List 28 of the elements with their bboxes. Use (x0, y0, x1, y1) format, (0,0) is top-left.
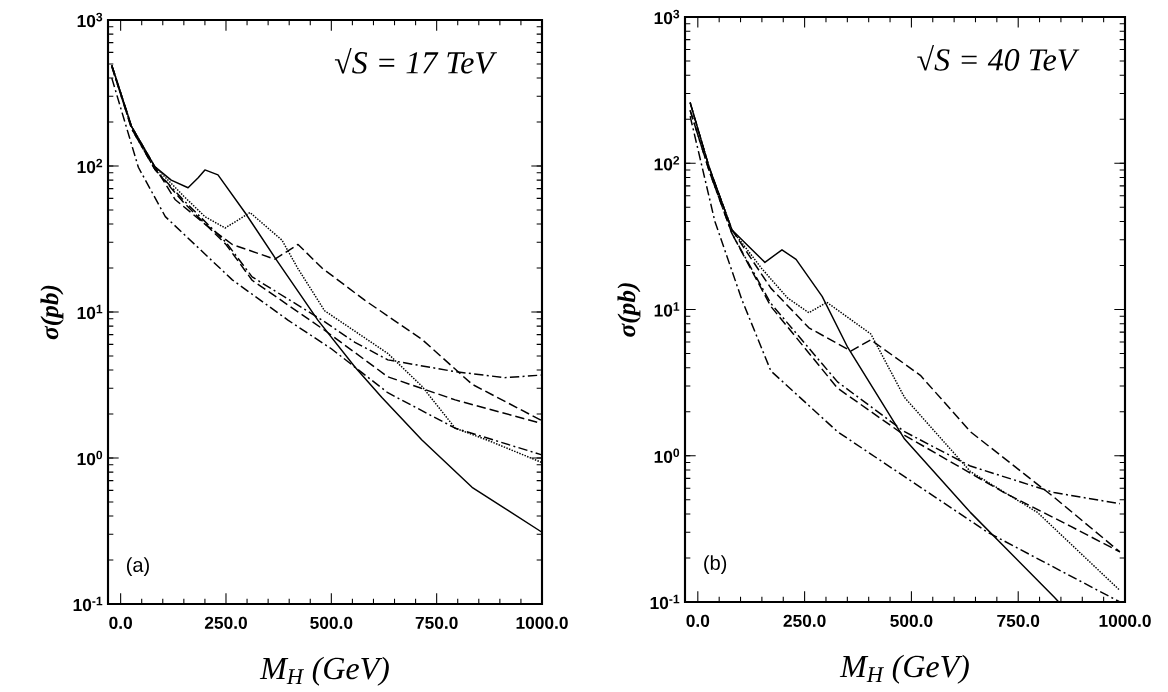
y-tick-label: 10$^{0}$ (654, 448, 680, 463)
y-tick-label: 10$^{2}$ (77, 158, 103, 174)
annotation: (b) (704, 555, 727, 574)
y-axis-title: σ(pb) (40, 285, 64, 340)
y-tick-label: 10$^{0}$ (77, 450, 103, 466)
y-tick-label: 10$^{1}$ (77, 304, 103, 320)
x-tick-label: 500.0 (310, 616, 353, 629)
x-tick-label: 250.0 (204, 616, 247, 629)
annotation: √S = 40 TeV (917, 45, 1080, 71)
x-tick-label: 250.0 (783, 614, 826, 627)
x-axis-title: M$_{H}$ (GeV) (259, 656, 389, 686)
x-tick-label: 0.0 (109, 616, 132, 629)
y-tick-label: 10$^{-1}$ (650, 594, 680, 610)
y-tick-label: 10$^{2}$ (654, 156, 680, 171)
x-tick-label: 0.0 (686, 614, 710, 627)
x-tick-label: 1000.0 (516, 616, 568, 629)
x-tick-label: 750.0 (415, 616, 458, 629)
annotation: (a) (126, 557, 149, 576)
y-tick-label: 10$^{-1}$ (73, 596, 103, 612)
annotation: √S = 17 TeV (334, 47, 497, 74)
y-tick-label: 10$^{3}$ (77, 12, 103, 28)
y-tick-label: 10$^{1}$ (654, 302, 680, 317)
x-tick-label: 1000.0 (1099, 614, 1151, 627)
y-tick-label: 10$^{3}$ (654, 9, 680, 25)
y-axis-title: σ(pb) (617, 283, 641, 337)
x-tick-label: 750.0 (997, 614, 1040, 627)
x-tick-label: 500.0 (890, 614, 933, 627)
x-axis-title: M$_{H}$ (GeV) (839, 654, 969, 684)
